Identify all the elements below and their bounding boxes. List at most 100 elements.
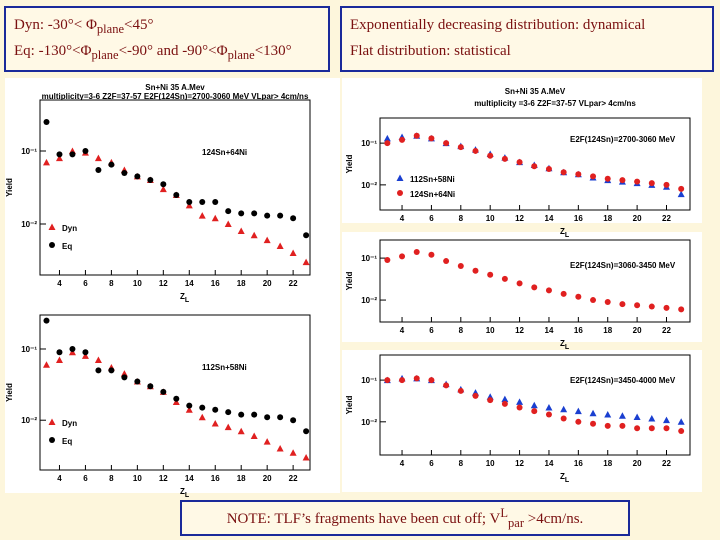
- marker: [159, 185, 167, 193]
- marker: [43, 317, 50, 324]
- legend-marker: [49, 242, 55, 248]
- x-tick-label: 22: [289, 279, 298, 288]
- marker: [501, 395, 509, 403]
- x-axis-label: ZL: [560, 472, 570, 484]
- marker: [677, 190, 685, 198]
- marker: [237, 227, 245, 235]
- marker: [225, 409, 232, 416]
- marker: [173, 395, 180, 402]
- legend-marker: [48, 223, 56, 230]
- text-run: L: [500, 506, 509, 520]
- legend-label: Dyn: [62, 224, 77, 233]
- marker: [199, 199, 206, 206]
- marker: [147, 177, 154, 184]
- marker: [574, 407, 582, 415]
- x-tick-label: 8: [459, 214, 464, 223]
- x-axis-label-sub: L: [565, 477, 570, 484]
- y-tick-label: 10⁻¹: [21, 147, 37, 156]
- marker: [531, 284, 538, 291]
- x-tick-label: 12: [515, 214, 524, 223]
- y-tick-label: 10⁻²: [361, 418, 377, 427]
- marker: [560, 290, 567, 297]
- marker: [384, 140, 391, 147]
- y-tick-label: 10⁻¹: [361, 376, 377, 385]
- x-axis-label-sub: L: [185, 492, 190, 499]
- marker: [185, 406, 193, 413]
- x-axis-label-sub: L: [565, 232, 570, 239]
- marker: [173, 191, 180, 198]
- marker: [590, 173, 597, 180]
- marker: [487, 152, 494, 159]
- text-run: plane: [91, 48, 119, 62]
- marker: [589, 409, 597, 417]
- marker: [238, 210, 245, 217]
- x-axis-label: ZL: [560, 227, 570, 239]
- x-tick-label: 4: [57, 279, 62, 288]
- marker: [516, 159, 523, 166]
- chart-subtitle: multiplicity =3-6 Z2F=37-57 VLpar> 4cm/n…: [474, 99, 636, 108]
- marker: [186, 199, 193, 206]
- marker: [263, 438, 271, 445]
- x-tick-label: 22: [662, 214, 671, 223]
- x-tick-label: 20: [633, 326, 642, 335]
- legend-label: 124Sn+64Ni: [410, 190, 455, 199]
- marker: [619, 301, 626, 308]
- y-axis-label: Yield: [345, 395, 354, 414]
- x-tick-label: 22: [289, 474, 298, 483]
- marker: [399, 253, 406, 260]
- marker: [663, 181, 670, 188]
- marker: [545, 404, 553, 411]
- x-tick-label: 8: [109, 474, 114, 483]
- x-tick-label: 6: [83, 474, 88, 483]
- marker: [648, 425, 655, 432]
- marker: [530, 401, 538, 409]
- marker: [276, 242, 284, 249]
- marker: [648, 303, 655, 310]
- panel: [342, 78, 702, 223]
- legend-label: 112Sn+58Ni: [410, 175, 455, 184]
- y-tick-label: 10⁻²: [361, 181, 377, 190]
- marker: [277, 212, 284, 219]
- x-tick-label: 16: [574, 326, 583, 335]
- marker: [290, 417, 297, 424]
- x-tick-label: 6: [429, 326, 434, 335]
- text-run: <45°: [124, 17, 154, 33]
- x-tick-label: 20: [263, 474, 272, 483]
- header-right: Exponentially decreasing distribution: d…: [340, 6, 714, 72]
- x-tick-label: 18: [237, 474, 246, 483]
- marker: [172, 398, 180, 406]
- marker: [678, 306, 685, 313]
- marker: [604, 422, 611, 429]
- marker: [501, 400, 508, 407]
- marker: [56, 151, 63, 158]
- panel: [342, 232, 702, 342]
- x-tick-label: 10: [133, 279, 142, 288]
- marker: [225, 208, 232, 215]
- marker: [134, 173, 141, 180]
- x-tick-label: 16: [211, 279, 220, 288]
- header-line: Flat distribution: statistical: [350, 38, 704, 64]
- header-line: Dyn: -30°< Φplane<45°: [14, 12, 320, 38]
- y-tick-label: 10⁻¹: [361, 254, 377, 263]
- plot-frame: [39, 99, 311, 276]
- marker: [303, 232, 310, 239]
- y-tick-label: 10⁻²: [21, 416, 37, 425]
- marker: [384, 257, 391, 264]
- x-tick-label: 4: [400, 326, 405, 335]
- marker: [634, 178, 641, 185]
- marker: [575, 293, 582, 300]
- plot-frame: [379, 117, 691, 211]
- x-tick-label: 14: [185, 279, 194, 288]
- marker: [619, 422, 626, 429]
- x-tick-label: 18: [603, 326, 612, 335]
- marker: [501, 275, 508, 282]
- text-run: Flat distribution: statistical: [350, 43, 511, 59]
- x-tick-label: 4: [400, 214, 405, 223]
- legend-marker: [396, 174, 404, 181]
- x-tick-label: 10: [133, 474, 142, 483]
- plot-frame: [379, 239, 691, 323]
- marker: [198, 413, 206, 421]
- marker: [121, 169, 128, 176]
- marker: [43, 118, 50, 125]
